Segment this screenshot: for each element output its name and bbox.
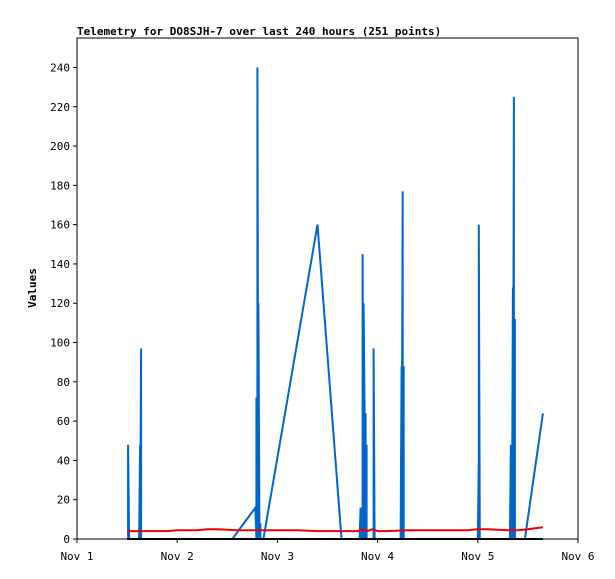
- y-tick-label-4: 80: [57, 376, 70, 389]
- x-tick-label-1: Nov 2: [161, 550, 194, 563]
- y-tick-label-11: 220: [50, 101, 70, 114]
- y-tick-label-6: 120: [50, 297, 70, 310]
- series-line-1: [127, 526, 544, 533]
- series-line-0: [127, 67, 544, 540]
- x-tick-label-2: Nov 3: [261, 550, 294, 563]
- series-layer: [127, 67, 544, 540]
- chart-title: Telemetry for DO8SJH-7 over last 240 hou…: [77, 25, 441, 38]
- y-tick-label-9: 180: [50, 179, 70, 192]
- y-axis: 0 20 40 60 80 100 120 140 160 180 200 220 240: [50, 61, 77, 546]
- x-tick-label-5: Nov 6: [561, 550, 594, 563]
- y-tick-label-3: 60: [57, 415, 70, 428]
- plot-area: [76, 37, 579, 540]
- x-tick-label-4: Nov 5: [461, 550, 494, 563]
- y-tick-label-12: 240: [50, 61, 70, 74]
- x-tick-label-3: Nov 4: [361, 550, 394, 563]
- x-axis: Nov 1 Nov 2 Nov 3 Nov 4 Nov 5 Nov 6: [60, 539, 595, 563]
- y-tick-label-5: 100: [50, 337, 70, 350]
- y-tick-label-7: 140: [50, 258, 70, 271]
- y-tick-label-1: 20: [57, 494, 70, 507]
- y-tick-label-0: 0: [63, 533, 70, 546]
- y-tick-label-10: 200: [50, 140, 70, 153]
- x-tick-label-0: Nov 1: [60, 550, 93, 563]
- y-tick-label-2: 40: [57, 454, 70, 467]
- y-tick-label-8: 160: [50, 219, 70, 232]
- y-axis-label: Values: [26, 268, 39, 308]
